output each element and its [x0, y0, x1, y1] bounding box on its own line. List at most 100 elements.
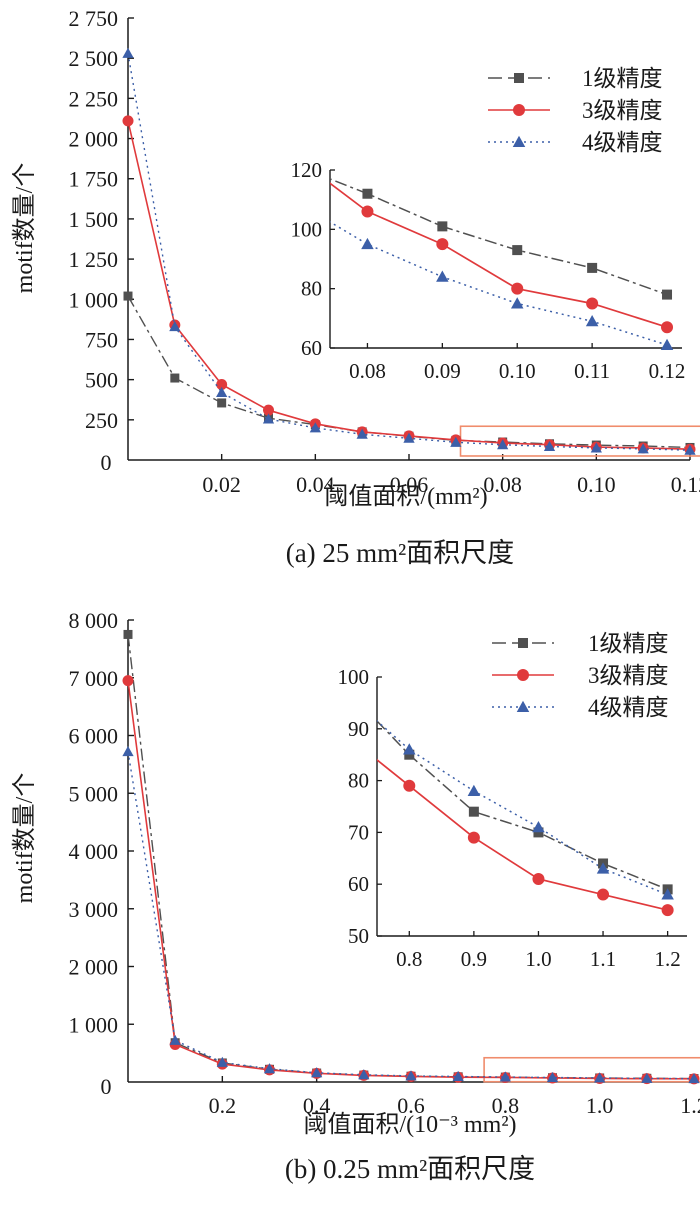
data-point — [262, 413, 275, 424]
legend-label-3: 4级精度 — [588, 695, 669, 720]
data-point — [641, 1072, 653, 1083]
inset-data-point — [510, 297, 524, 309]
inset-y-tick-label: 100 — [291, 217, 323, 241]
inset-x-tick-label: 0.8 — [396, 947, 422, 971]
y-tick-label: 1 250 — [69, 247, 119, 272]
inset-y-tick-label: 50 — [348, 924, 369, 948]
inset-data-point — [533, 827, 544, 838]
y-tick-label: 750 — [85, 327, 118, 352]
inset-data-point — [362, 188, 373, 199]
y-tick-label: 500 — [85, 368, 118, 393]
data-point — [263, 404, 274, 416]
inset-y-tick-label: 90 — [348, 717, 369, 741]
legend-marker-2 — [517, 669, 529, 681]
inset-data-point — [661, 888, 674, 900]
inset-x-tick-label: 1.2 — [655, 947, 681, 971]
data-point — [546, 1071, 559, 1082]
legend-label-2: 3级精度 — [582, 98, 663, 123]
x-tick-label: 0.8 — [492, 1093, 520, 1118]
panel-b: 1 000 2 000 3 000 4 000 5 000 6 000 7 000 8 000… — [11, 608, 700, 1184]
inset-data-point — [436, 270, 449, 282]
legend-label-1: 1级精度 — [582, 66, 663, 91]
y-tick-label: 1 500 — [69, 207, 119, 232]
series-line-2 — [127, 680, 695, 1080]
data-point — [216, 386, 228, 397]
data-point — [497, 439, 509, 450]
y-tick-label: 4 000 — [69, 839, 119, 864]
panel-a-y-axis-label: motif数量/个 — [11, 163, 38, 294]
panel-a-x-axis-label: 阈值面积/(mm²) — [324, 483, 487, 510]
inset-y-tick-label: 100 — [338, 665, 370, 689]
inset-data-point — [660, 338, 674, 351]
x-tick-label: 0.06 — [390, 472, 429, 497]
inset-x-tick-label: 0.10 — [499, 359, 536, 383]
data-point — [499, 1071, 511, 1082]
legend-marker-1 — [514, 73, 524, 83]
data-point — [403, 432, 415, 443]
inset-data-point — [404, 749, 415, 760]
y-tick-label: 1 000 — [69, 287, 119, 312]
data-point — [309, 422, 321, 433]
y-tick-label: 1 750 — [69, 167, 119, 192]
data-point — [216, 1056, 228, 1067]
panel-b-y-axis-label: motif数量/个 — [11, 773, 38, 904]
inset-data-point — [468, 806, 479, 817]
panel-a-axes: 250 500 750 1 000 1 250 1 500 1 750 2 000 2 250 2… — [69, 6, 700, 497]
x-tick-label: 0 — [101, 1074, 112, 1099]
inset-series-line-1 — [377, 719, 668, 891]
data-point — [358, 1069, 370, 1080]
inset-y-tick-label: 80 — [301, 277, 322, 301]
panel-b-inset: 50 60 70 80 90 100 0.8 0.9 1.0 1.1 1.2 — [338, 665, 687, 971]
inset-y-tick-label: 120 — [291, 158, 323, 182]
panel-b-x-axis-label: 阈值面积/(10⁻³ mm²) — [303, 1111, 516, 1138]
inset-data-point — [511, 282, 524, 295]
inset-y-tick-label: 60 — [348, 872, 369, 896]
inset-x-tick-label: 0.08 — [349, 359, 386, 383]
data-point — [688, 1073, 700, 1084]
inset-x-tick-label: 1.0 — [525, 947, 551, 971]
legend-marker-3 — [516, 700, 530, 712]
data-point — [405, 1070, 417, 1081]
inset-x-tick-label: 1.1 — [590, 947, 616, 971]
data-point — [452, 1070, 464, 1082]
x-tick-label: 0.2 — [209, 1093, 237, 1118]
panel-a-legend: 1级精度 3级精度 4级精度 — [488, 66, 663, 155]
data-point — [216, 378, 228, 390]
inset-data-point — [661, 321, 674, 334]
inset-series-line-1 — [330, 178, 668, 296]
inset-data-point — [361, 205, 374, 218]
inset-data-point — [661, 904, 674, 917]
inset-data-point — [597, 888, 610, 901]
series-line-3 — [127, 751, 695, 1080]
inset-plot-area — [377, 719, 668, 911]
inset-x-tick-label: 0.9 — [461, 947, 487, 971]
inset-y-tick-label: 70 — [348, 820, 369, 844]
inset-y-tick-label: 80 — [348, 769, 369, 793]
x-tick-label: 1.0 — [586, 1093, 614, 1118]
inset-series-line-2 — [377, 758, 668, 911]
y-tick-label: 2 750 — [69, 6, 119, 31]
data-point — [217, 398, 227, 408]
inset-data-point — [467, 784, 481, 796]
inset-data-point — [361, 237, 374, 250]
data-point — [356, 428, 368, 439]
data-point — [684, 444, 696, 455]
x-tick-label: 0.4 — [303, 1093, 331, 1118]
data-point — [169, 1034, 181, 1045]
inset-data-point — [512, 245, 523, 256]
inset-data-point — [467, 831, 480, 844]
y-tick-label: 250 — [85, 408, 118, 433]
y-tick-label: 2 500 — [69, 46, 119, 71]
data-point — [590, 442, 602, 453]
panel-a-inset: 60 80 100 120 0.08 0.09 0.10 0.11 0.12 — [291, 158, 686, 383]
x-tick-label: 0.12 — [671, 472, 700, 497]
data-point — [450, 436, 462, 447]
panel-b-series — [122, 629, 700, 1085]
y-tick-label: 8 000 — [69, 608, 119, 633]
legend-marker-3 — [512, 135, 526, 147]
legend-marker-1 — [518, 638, 528, 648]
inset-data-point — [436, 238, 449, 251]
data-point — [122, 115, 134, 127]
data-point — [170, 373, 180, 383]
data-point — [594, 1072, 606, 1083]
